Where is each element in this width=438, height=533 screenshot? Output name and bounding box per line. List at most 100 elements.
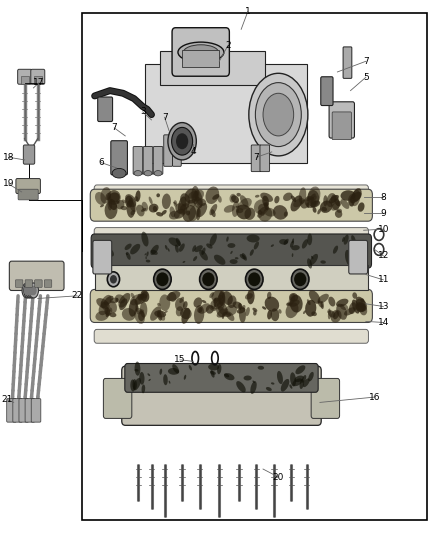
Ellipse shape — [156, 193, 160, 197]
Ellipse shape — [159, 294, 170, 311]
Ellipse shape — [328, 310, 331, 319]
Ellipse shape — [188, 200, 196, 207]
Ellipse shape — [344, 307, 355, 316]
Text: 15: 15 — [174, 356, 186, 364]
Ellipse shape — [348, 262, 350, 264]
Ellipse shape — [351, 235, 356, 244]
Text: 8: 8 — [381, 193, 386, 201]
Ellipse shape — [352, 292, 357, 299]
Ellipse shape — [253, 310, 257, 316]
Ellipse shape — [351, 190, 360, 206]
Ellipse shape — [230, 194, 236, 203]
Ellipse shape — [208, 364, 219, 370]
Ellipse shape — [110, 297, 119, 303]
Text: 6: 6 — [98, 158, 104, 167]
Ellipse shape — [197, 198, 206, 206]
Ellipse shape — [138, 294, 142, 301]
Ellipse shape — [304, 196, 316, 208]
Text: 4: 4 — [190, 148, 196, 156]
Ellipse shape — [218, 295, 224, 304]
Ellipse shape — [310, 254, 318, 265]
Ellipse shape — [217, 292, 226, 311]
Ellipse shape — [283, 239, 289, 245]
Ellipse shape — [164, 311, 168, 313]
Ellipse shape — [209, 204, 217, 215]
Ellipse shape — [244, 376, 252, 381]
Ellipse shape — [362, 307, 364, 311]
Ellipse shape — [115, 298, 118, 303]
Ellipse shape — [139, 293, 145, 300]
Ellipse shape — [173, 202, 177, 205]
Ellipse shape — [279, 239, 288, 245]
Ellipse shape — [271, 244, 274, 247]
Ellipse shape — [210, 306, 216, 311]
Ellipse shape — [194, 197, 202, 208]
Ellipse shape — [337, 209, 342, 213]
Ellipse shape — [156, 272, 169, 286]
Ellipse shape — [105, 201, 117, 219]
Ellipse shape — [292, 378, 303, 386]
FancyBboxPatch shape — [260, 145, 270, 172]
Ellipse shape — [218, 306, 226, 315]
Ellipse shape — [184, 45, 219, 60]
Ellipse shape — [318, 294, 329, 303]
Ellipse shape — [340, 304, 348, 310]
Ellipse shape — [277, 371, 283, 384]
Ellipse shape — [281, 379, 290, 392]
Ellipse shape — [191, 199, 195, 201]
Ellipse shape — [254, 241, 259, 249]
Ellipse shape — [135, 190, 141, 202]
Ellipse shape — [333, 246, 338, 254]
Ellipse shape — [141, 201, 148, 212]
Ellipse shape — [181, 308, 190, 324]
Ellipse shape — [265, 296, 279, 312]
Ellipse shape — [345, 250, 352, 265]
Ellipse shape — [145, 253, 146, 255]
FancyBboxPatch shape — [94, 329, 368, 343]
FancyBboxPatch shape — [95, 265, 368, 290]
Ellipse shape — [129, 298, 138, 317]
Ellipse shape — [348, 194, 356, 206]
FancyBboxPatch shape — [251, 145, 261, 172]
Ellipse shape — [154, 269, 171, 289]
Ellipse shape — [108, 199, 117, 210]
Ellipse shape — [328, 297, 336, 306]
Ellipse shape — [249, 73, 308, 156]
Ellipse shape — [251, 381, 257, 394]
Ellipse shape — [300, 199, 309, 208]
Ellipse shape — [192, 190, 204, 201]
Ellipse shape — [130, 294, 144, 305]
Ellipse shape — [308, 372, 314, 382]
Ellipse shape — [202, 272, 215, 286]
Ellipse shape — [267, 292, 272, 299]
Ellipse shape — [321, 207, 327, 212]
Ellipse shape — [180, 193, 190, 207]
Ellipse shape — [126, 253, 128, 255]
Ellipse shape — [175, 245, 179, 253]
Ellipse shape — [148, 379, 151, 381]
Ellipse shape — [154, 310, 166, 318]
FancyBboxPatch shape — [25, 399, 35, 422]
Text: 13: 13 — [378, 302, 389, 311]
Ellipse shape — [336, 304, 347, 320]
Ellipse shape — [194, 297, 202, 308]
Ellipse shape — [247, 235, 260, 243]
Ellipse shape — [267, 310, 272, 319]
Ellipse shape — [350, 192, 362, 203]
Ellipse shape — [189, 365, 192, 370]
FancyBboxPatch shape — [44, 280, 52, 287]
Ellipse shape — [27, 283, 37, 298]
FancyBboxPatch shape — [98, 97, 113, 122]
Text: 10: 10 — [378, 225, 389, 233]
Ellipse shape — [101, 301, 108, 311]
Ellipse shape — [235, 257, 238, 260]
Ellipse shape — [122, 199, 126, 203]
Ellipse shape — [290, 240, 294, 248]
Ellipse shape — [356, 260, 366, 266]
Ellipse shape — [29, 283, 39, 298]
Ellipse shape — [137, 309, 144, 314]
Ellipse shape — [310, 193, 316, 200]
Ellipse shape — [358, 203, 364, 212]
FancyBboxPatch shape — [349, 240, 367, 274]
Ellipse shape — [299, 187, 306, 204]
